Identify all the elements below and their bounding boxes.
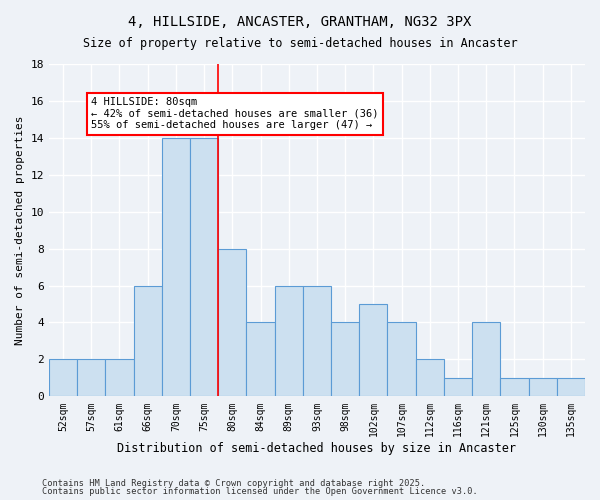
Bar xyxy=(359,304,388,396)
Text: Contains public sector information licensed under the Open Government Licence v3: Contains public sector information licen… xyxy=(42,487,478,496)
Bar xyxy=(247,322,275,396)
Bar xyxy=(500,378,529,396)
Text: 4, HILLSIDE, ANCASTER, GRANTHAM, NG32 3PX: 4, HILLSIDE, ANCASTER, GRANTHAM, NG32 3P… xyxy=(128,15,472,29)
Bar xyxy=(303,286,331,397)
X-axis label: Distribution of semi-detached houses by size in Ancaster: Distribution of semi-detached houses by … xyxy=(118,442,517,455)
Bar xyxy=(529,378,557,396)
Bar xyxy=(557,378,585,396)
Bar xyxy=(49,360,77,397)
Text: Contains HM Land Registry data © Crown copyright and database right 2025.: Contains HM Land Registry data © Crown c… xyxy=(42,478,425,488)
Bar xyxy=(190,138,218,396)
Bar xyxy=(472,322,500,396)
Bar xyxy=(106,360,134,397)
Bar xyxy=(162,138,190,396)
Bar xyxy=(77,360,106,397)
Bar xyxy=(134,286,162,397)
Bar xyxy=(218,248,247,396)
Y-axis label: Number of semi-detached properties: Number of semi-detached properties xyxy=(15,116,25,345)
Text: Size of property relative to semi-detached houses in Ancaster: Size of property relative to semi-detach… xyxy=(83,38,517,51)
Bar xyxy=(331,322,359,396)
Text: 4 HILLSIDE: 80sqm
← 42% of semi-detached houses are smaller (36)
55% of semi-det: 4 HILLSIDE: 80sqm ← 42% of semi-detached… xyxy=(91,97,379,130)
Bar xyxy=(275,286,303,397)
Bar xyxy=(416,360,444,397)
Bar xyxy=(444,378,472,396)
Bar xyxy=(388,322,416,396)
